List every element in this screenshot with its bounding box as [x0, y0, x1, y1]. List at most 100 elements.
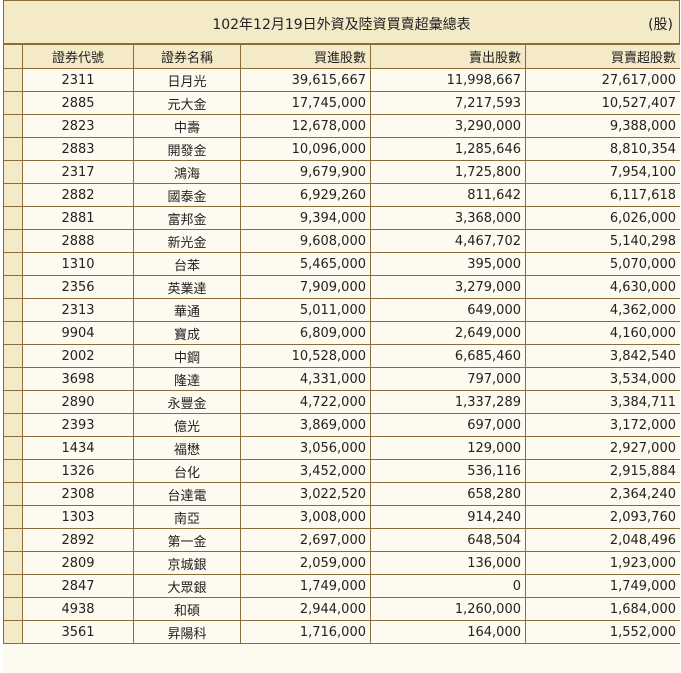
cell-stock-name: 元大金: [133, 91, 241, 115]
cell-stock-name: 國泰金: [133, 183, 241, 207]
cell-stock-name: 億光: [133, 413, 241, 437]
cell-stock-name: 京城銀: [133, 551, 241, 575]
row-spacer: [3, 321, 23, 345]
cell-buy-shares: 3,452,000: [240, 459, 371, 483]
table-row: 1310 台苯 5,465,000 395,000 5,070,000: [3, 252, 680, 276]
row-spacer: [3, 229, 23, 253]
table-row: 2881 富邦金 9,394,000 3,368,000 6,026,000: [3, 206, 680, 230]
cell-sell-shares: 1,725,800: [370, 160, 526, 184]
cell-net-shares: 27,617,000: [525, 68, 680, 92]
cell-stock-code: 2809: [22, 551, 134, 575]
cell-stock-code: 2308: [22, 482, 134, 506]
cell-buy-shares: 2,944,000: [240, 597, 371, 621]
cell-net-shares: 7,954,100: [525, 160, 680, 184]
cell-stock-name: 英業達: [133, 275, 241, 299]
row-spacer: [3, 91, 23, 115]
cell-sell-shares: 2,649,000: [370, 321, 526, 345]
cell-buy-shares: 3,008,000: [240, 505, 371, 529]
table-row: 4938 和碩 2,944,000 1,260,000 1,684,000: [3, 597, 680, 621]
cell-buy-shares: 12,678,000: [240, 114, 371, 138]
cell-net-shares: 3,842,540: [525, 344, 680, 368]
header-spacer: [3, 44, 23, 69]
row-spacer: [3, 436, 23, 460]
report-title: 102年12月19日外資及陸資買賣超彙總表: [212, 17, 471, 33]
cell-sell-shares: 3,368,000: [370, 206, 526, 230]
row-spacer: [3, 252, 23, 276]
cell-buy-shares: 5,011,000: [240, 298, 371, 322]
table-row: 1434 福懋 3,056,000 129,000 2,927,000: [3, 436, 680, 460]
row-spacer: [3, 367, 23, 391]
row-spacer: [3, 551, 23, 575]
cell-net-shares: 2,915,884: [525, 459, 680, 483]
cell-stock-code: 2311: [22, 68, 134, 92]
cell-buy-shares: 3,022,520: [240, 482, 371, 506]
cell-stock-name: 隆達: [133, 367, 241, 391]
cell-net-shares: 6,117,618: [525, 183, 680, 207]
cell-stock-code: 2002: [22, 344, 134, 368]
row-spacer: [3, 574, 23, 598]
cell-stock-code: 2892: [22, 528, 134, 552]
title-bar: 102年12月19日外資及陸資買賣超彙總表 (股): [3, 0, 680, 44]
cell-stock-name: 台達電: [133, 482, 241, 506]
cell-net-shares: 2,364,240: [525, 482, 680, 506]
row-spacer: [3, 459, 23, 483]
cell-sell-shares: 11,998,667: [370, 68, 526, 92]
header-stock-name: 證券名稱: [133, 44, 241, 69]
cell-sell-shares: 0: [370, 574, 526, 598]
header-stock-code: 證券代號: [22, 44, 134, 69]
cell-buy-shares: 5,465,000: [240, 252, 371, 276]
table-row: 2809 京城銀 2,059,000 136,000 1,923,000: [3, 551, 680, 575]
row-spacer: [3, 275, 23, 299]
trading-table: 證券代號 證券名稱 買進股數 賣出股數 買賣超股數 2311 日月光 39,615,…: [3, 44, 680, 644]
row-spacer: [3, 160, 23, 184]
table-row: 3561 昇陽科 1,716,000 164,000 1,552,000: [3, 620, 680, 644]
cell-net-shares: 1,923,000: [525, 551, 680, 575]
cell-net-shares: 6,026,000: [525, 206, 680, 230]
cell-stock-code: 4938: [22, 597, 134, 621]
cell-stock-code: 9904: [22, 321, 134, 345]
cell-stock-name: 南亞: [133, 505, 241, 529]
cell-stock-name: 福懋: [133, 436, 241, 460]
cell-buy-shares: 1,749,000: [240, 574, 371, 598]
table-row: 2892 第一金 2,697,000 648,504 2,048,496: [3, 528, 680, 552]
cell-buy-shares: 9,608,000: [240, 229, 371, 253]
table-row: 9904 寶成 6,809,000 2,649,000 4,160,000: [3, 321, 680, 345]
row-spacer: [3, 206, 23, 230]
cell-stock-code: 2317: [22, 160, 134, 184]
cell-sell-shares: 136,000: [370, 551, 526, 575]
table-row: 2313 華通 5,011,000 649,000 4,362,000: [3, 298, 680, 322]
cell-sell-shares: 649,000: [370, 298, 526, 322]
row-spacer: [3, 620, 23, 644]
cell-net-shares: 5,140,298: [525, 229, 680, 253]
cell-stock-code: 2885: [22, 91, 134, 115]
cell-sell-shares: 395,000: [370, 252, 526, 276]
cell-buy-shares: 7,909,000: [240, 275, 371, 299]
cell-buy-shares: 1,716,000: [240, 620, 371, 644]
cell-buy-shares: 10,096,000: [240, 137, 371, 161]
cell-net-shares: 4,630,000: [525, 275, 680, 299]
table-row: 1326 台化 3,452,000 536,116 2,915,884: [3, 459, 680, 483]
cell-sell-shares: 3,279,000: [370, 275, 526, 299]
cell-stock-code: 2823: [22, 114, 134, 138]
table-row: 2885 元大金 17,745,000 7,217,593 10,527,407: [3, 91, 680, 115]
cell-stock-code: 2888: [22, 229, 134, 253]
table-row: 2888 新光金 9,608,000 4,467,702 5,140,298: [3, 229, 680, 253]
header-sell-shares: 賣出股數: [370, 44, 526, 69]
cell-net-shares: 9,388,000: [525, 114, 680, 138]
table-row: 2356 英業達 7,909,000 3,279,000 4,630,000: [3, 275, 680, 299]
cell-stock-code: 2313: [22, 298, 134, 322]
header-row: 證券代號 證券名稱 買進股數 賣出股數 買賣超股數: [3, 44, 680, 69]
table-row: 2311 日月光 39,615,667 11,998,667 27,617,000: [3, 68, 680, 92]
row-spacer: [3, 114, 23, 138]
row-spacer: [3, 137, 23, 161]
cell-sell-shares: 811,642: [370, 183, 526, 207]
cell-buy-shares: 17,745,000: [240, 91, 371, 115]
cell-stock-code: 2883: [22, 137, 134, 161]
table-row: 1303 南亞 3,008,000 914,240 2,093,760: [3, 505, 680, 529]
cell-net-shares: 1,552,000: [525, 620, 680, 644]
row-spacer: [3, 528, 23, 552]
cell-sell-shares: 914,240: [370, 505, 526, 529]
cell-net-shares: 2,048,496: [525, 528, 680, 552]
cell-buy-shares: 3,056,000: [240, 436, 371, 460]
cell-stock-code: 2393: [22, 413, 134, 437]
